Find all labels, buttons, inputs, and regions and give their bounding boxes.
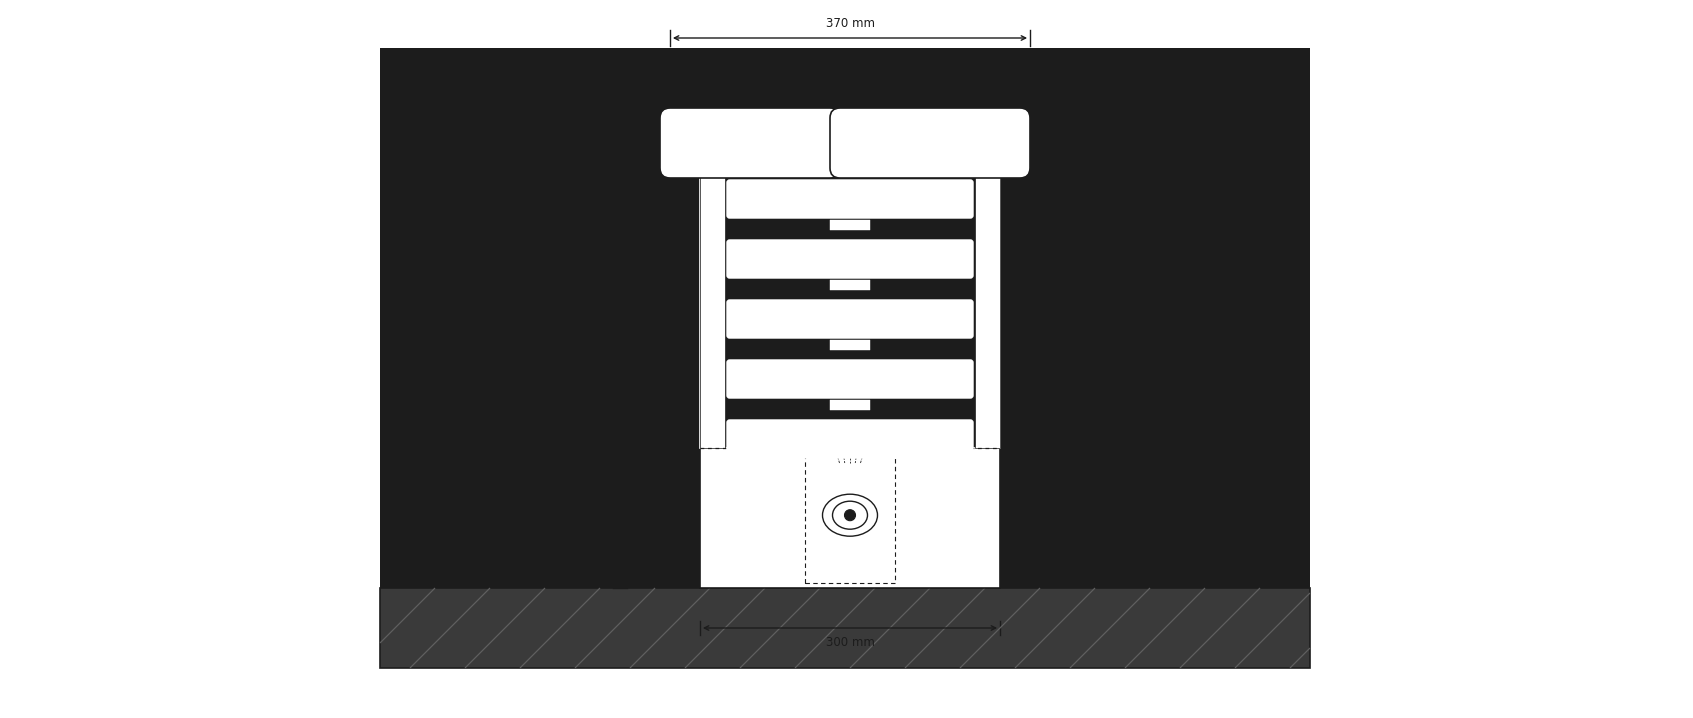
- Bar: [379, 588, 1310, 668]
- FancyBboxPatch shape: [726, 299, 973, 338]
- Bar: [699, 448, 1001, 588]
- Bar: [830, 281, 870, 290]
- Bar: [379, 48, 1310, 668]
- Text: 300 mm: 300 mm: [826, 636, 875, 649]
- Bar: [804, 453, 896, 583]
- FancyBboxPatch shape: [660, 108, 840, 178]
- Bar: [830, 340, 870, 350]
- Text: 370 mm: 370 mm: [826, 17, 875, 30]
- FancyBboxPatch shape: [726, 240, 973, 279]
- Text: x 50 mm +187 mm: x 50 mm +187 mm: [535, 257, 545, 358]
- FancyBboxPatch shape: [726, 360, 973, 398]
- Bar: [975, 168, 1001, 448]
- Bar: [830, 401, 870, 411]
- FancyBboxPatch shape: [726, 419, 973, 459]
- Bar: [699, 168, 725, 448]
- Bar: [830, 220, 870, 230]
- Ellipse shape: [833, 501, 867, 529]
- FancyBboxPatch shape: [830, 108, 1029, 178]
- FancyBboxPatch shape: [726, 180, 973, 218]
- Bar: [699, 168, 1001, 448]
- Text: 135
mm: 135 mm: [598, 508, 618, 528]
- Circle shape: [845, 510, 855, 521]
- Bar: [830, 202, 870, 211]
- Ellipse shape: [823, 494, 877, 536]
